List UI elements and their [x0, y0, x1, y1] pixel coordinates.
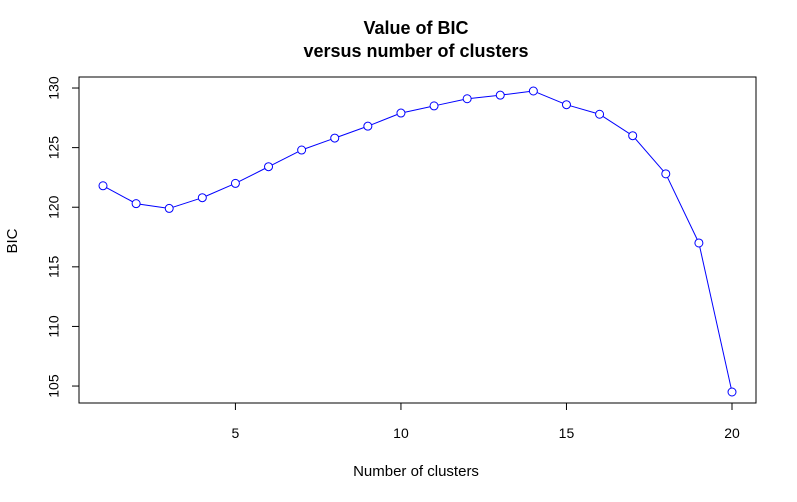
data-point [230, 178, 240, 188]
series-line-segment [504, 91, 530, 96]
chart-subtitle: versus number of clusters [303, 41, 528, 61]
series-line-segment [238, 168, 266, 183]
y-tick-label: 110 [46, 315, 62, 338]
y-axis: 105 110 115 120 125 130 [46, 76, 80, 398]
series-line-segment [602, 116, 630, 134]
data-point [131, 199, 141, 209]
chart-title: Value of BIC [363, 18, 468, 38]
series-line-segment [437, 99, 464, 106]
data-point [98, 181, 108, 191]
bic-series [98, 86, 737, 397]
y-tick-label: 105 [46, 374, 62, 398]
x-axis: 5 10 15 20 [232, 402, 740, 441]
data-point [330, 133, 340, 143]
series-line-segment [404, 106, 431, 113]
series-line-segment [271, 151, 299, 166]
data-point [595, 109, 605, 119]
data-point [495, 90, 505, 100]
y-tick-label: 130 [46, 76, 62, 100]
series-line-segment [139, 203, 166, 209]
data-point [297, 145, 307, 155]
data-point [197, 193, 207, 203]
data-point [694, 238, 704, 248]
series-line-segment [699, 246, 732, 389]
y-tick-label: 115 [46, 255, 62, 278]
data-point [628, 131, 638, 141]
series-line-segment [106, 187, 133, 203]
x-tick-label: 20 [724, 425, 740, 441]
series-line-segment [634, 138, 664, 172]
data-point [462, 94, 472, 104]
data-point [429, 101, 439, 111]
data-point [264, 162, 274, 172]
series-line-segment [305, 138, 332, 150]
x-tick-label: 15 [559, 425, 575, 441]
data-point [661, 169, 671, 179]
x-tick-label: 5 [232, 425, 240, 441]
x-axis-label: Number of clusters [353, 463, 479, 480]
data-point [164, 203, 174, 213]
series-line-segment [536, 92, 563, 104]
series-line-segment [371, 114, 398, 126]
y-tick-label: 125 [46, 136, 62, 160]
data-point [363, 121, 373, 131]
plot-frame [78, 76, 757, 404]
data-point [727, 387, 737, 397]
data-point [528, 86, 538, 96]
series-line-segment [172, 198, 199, 208]
x-tick-label: 10 [393, 425, 409, 441]
y-axis-label: BIC [4, 228, 21, 253]
data-point [561, 100, 571, 110]
series-line-segment [338, 127, 365, 138]
y-tick-label: 120 [46, 195, 62, 219]
series-line-segment [667, 177, 698, 240]
series-line-segment [205, 184, 232, 197]
data-point [396, 108, 406, 118]
series-line-segment [471, 95, 497, 99]
series-line-segment [570, 105, 596, 114]
